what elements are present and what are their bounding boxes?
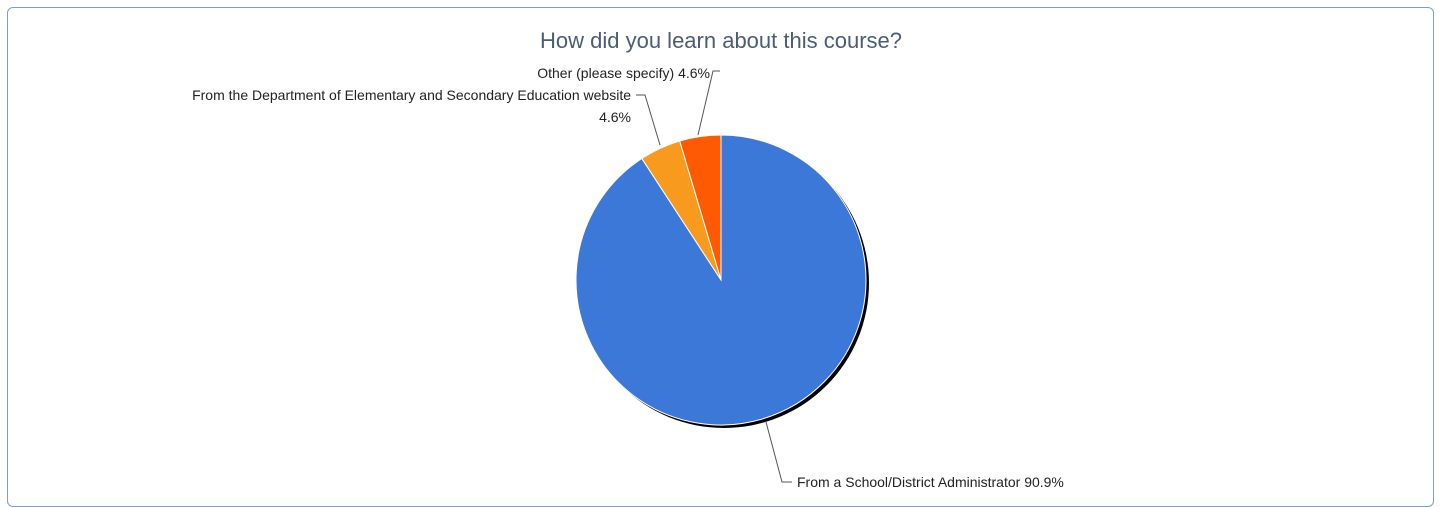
category-label: Other (please specify) <box>537 65 675 81</box>
category-label: From the Department of Elementary and Se… <box>192 87 631 103</box>
chart <box>575 70 869 483</box>
value-label: 4.6% <box>599 109 631 125</box>
page: How did you learn about this course? Fro… <box>7 7 1434 507</box>
pie-slice <box>679 134 722 281</box>
chart-title: How did you learn about this course? <box>540 28 902 53</box>
category-label: From a School/District Administrator <box>797 474 1021 490</box>
slice-label: Other (please specify) 4.6% <box>480 62 710 84</box>
value-label: 90.9% <box>1024 474 1064 490</box>
slice-label: From a School/District Administrator 90.… <box>797 471 1064 493</box>
leader-line <box>765 421 792 483</box>
leader-line <box>636 94 661 146</box>
leader-line <box>697 70 720 136</box>
value-label: 4.6% <box>678 65 710 81</box>
slice-label: From the Department of Elementary and Se… <box>181 84 631 128</box>
